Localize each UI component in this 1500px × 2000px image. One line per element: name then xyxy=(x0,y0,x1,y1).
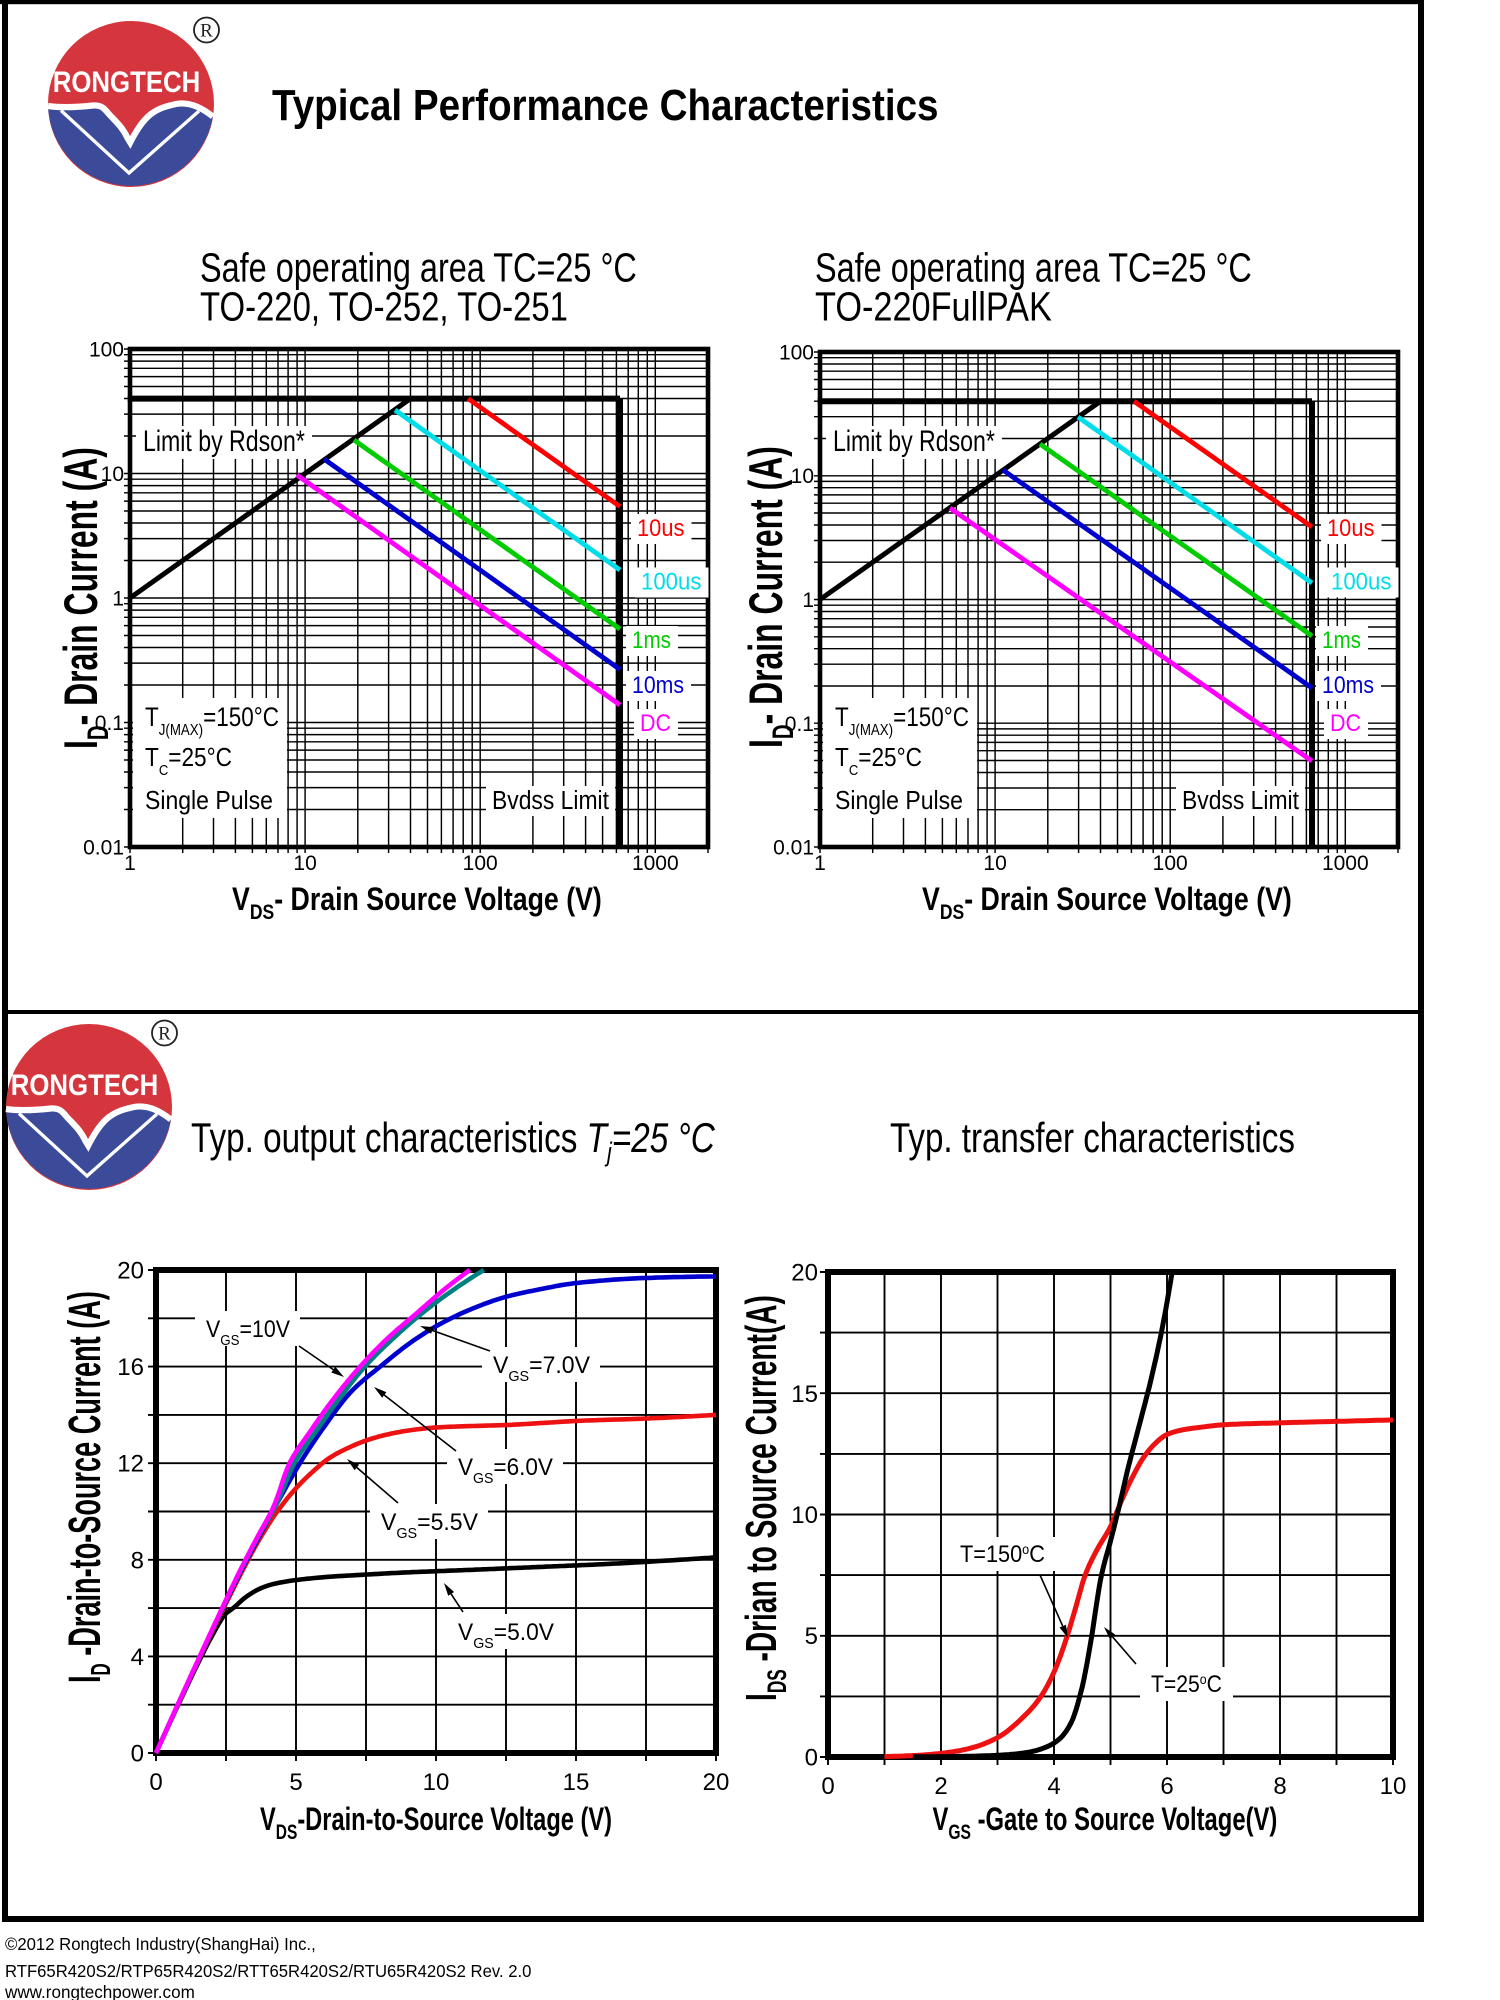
svg-text:100: 100 xyxy=(779,342,814,365)
svg-text:10: 10 xyxy=(791,1502,818,1529)
svg-text:1: 1 xyxy=(112,588,124,611)
svg-text:4: 4 xyxy=(1047,1773,1060,1800)
svg-text:Limit by Rdson*: Limit by Rdson* xyxy=(143,424,305,458)
svg-text:0: 0 xyxy=(805,1745,818,1772)
svg-text:Limit by Rdson*: Limit by Rdson* xyxy=(833,424,995,458)
svg-text:TO-220, TO-252, TO-251: TO-220, TO-252, TO-251 xyxy=(200,283,568,329)
svg-text:T=150oC: T=150oC xyxy=(960,1540,1045,1567)
svg-text:0.1: 0.1 xyxy=(785,713,814,736)
svg-text:Bvdss Limit: Bvdss Limit xyxy=(492,787,609,816)
svg-text:20: 20 xyxy=(117,1258,144,1285)
svg-text:Single Pulse: Single Pulse xyxy=(835,787,963,816)
svg-text:IDS -Drian to Source Current(A: IDS -Drian to Source Current(A) xyxy=(737,1295,792,1701)
svg-text:10: 10 xyxy=(423,1769,450,1796)
svg-text:20: 20 xyxy=(791,1260,818,1287)
svg-text:VGS=6.0V: VGS=6.0V xyxy=(458,1453,553,1487)
svg-text:16: 16 xyxy=(117,1354,144,1381)
svg-text:TJ(MAX)=150°C: TJ(MAX)=150°C xyxy=(835,703,969,739)
svg-text:10ms: 10ms xyxy=(632,671,684,699)
svg-text:100: 100 xyxy=(463,852,498,875)
svg-text:10: 10 xyxy=(293,852,316,875)
svg-text:0: 0 xyxy=(131,1741,144,1768)
svg-text:DC: DC xyxy=(640,709,671,736)
svg-text:T=25oC: T=25oC xyxy=(1151,1671,1222,1698)
svg-text:ID- Drain Current (A): ID- Drain Current (A) xyxy=(55,447,115,749)
svg-text:10: 10 xyxy=(1380,1773,1407,1800)
svg-text:1ms: 1ms xyxy=(1322,627,1361,654)
svg-text:8: 8 xyxy=(1273,1773,1286,1800)
svg-text:1: 1 xyxy=(124,852,136,875)
svg-text:15: 15 xyxy=(563,1769,590,1796)
svg-text:Typ. transfer characteristics: Typ. transfer characteristics xyxy=(890,1115,1295,1162)
svg-text:10us: 10us xyxy=(637,514,684,541)
svg-text:100us: 100us xyxy=(641,568,701,595)
svg-text:10: 10 xyxy=(791,465,814,488)
svg-text:0.01: 0.01 xyxy=(83,837,124,860)
svg-text:100: 100 xyxy=(89,339,124,362)
svg-text:Single Pulse: Single Pulse xyxy=(145,787,273,816)
svg-text:Safe operating area TC=25 °C: Safe operating area TC=25 °C xyxy=(815,245,1252,290)
svg-text:VGS=7.0V: VGS=7.0V xyxy=(493,1352,590,1386)
svg-text:©2012 Rongtech Industry(ShangH: ©2012 Rongtech Industry(ShangHai) Inc., xyxy=(5,1935,316,1954)
svg-text:5: 5 xyxy=(805,1623,818,1650)
svg-text:Safe operating area TC=25 °C: Safe operating area TC=25 °C xyxy=(200,245,637,290)
svg-text:1: 1 xyxy=(802,589,814,612)
svg-text:0.1: 0.1 xyxy=(95,712,124,735)
svg-text:VGS=5.0V: VGS=5.0V xyxy=(458,1618,554,1652)
svg-text:10ms: 10ms xyxy=(1322,671,1374,699)
svg-text:ID -Drain-to-Source Current (A: ID -Drain-to-Source Current (A) xyxy=(59,1291,116,1683)
svg-text:1ms: 1ms xyxy=(632,627,671,654)
svg-text:ID- Drain Current (A): ID- Drain Current (A) xyxy=(740,446,800,748)
svg-text:5: 5 xyxy=(289,1769,302,1796)
svg-text:TJ(MAX)=150°C: TJ(MAX)=150°C xyxy=(145,703,279,739)
svg-text:8: 8 xyxy=(131,1547,144,1574)
svg-text:VGS=5.5V: VGS=5.5V xyxy=(381,1509,478,1543)
svg-text:6: 6 xyxy=(1160,1773,1173,1800)
svg-text:0: 0 xyxy=(821,1773,834,1800)
svg-text:10: 10 xyxy=(101,463,124,486)
svg-text:RTF65R420S2/RTP65R420S2/RTT65R: RTF65R420S2/RTP65R420S2/RTT65R420S2/RTU6… xyxy=(5,1962,531,1981)
svg-text:12: 12 xyxy=(117,1451,144,1478)
svg-text:TO-220FullPAK: TO-220FullPAK xyxy=(815,285,1052,331)
svg-text:15: 15 xyxy=(791,1381,818,1408)
svg-text:100: 100 xyxy=(1153,852,1188,875)
svg-text:Typical Performance Characteri: Typical Performance Characteristics xyxy=(272,81,939,130)
svg-text:10: 10 xyxy=(983,852,1006,875)
svg-text:DC: DC xyxy=(1330,709,1361,736)
svg-text:4: 4 xyxy=(131,1644,144,1671)
svg-text:1000: 1000 xyxy=(1322,852,1369,875)
svg-text:VDS- Drain Source Voltage (V): VDS- Drain Source Voltage (V) xyxy=(922,882,1292,925)
svg-text:0: 0 xyxy=(149,1769,162,1796)
svg-text:TC=25°C: TC=25°C xyxy=(145,744,232,779)
svg-text:Typ. output characteristics Tj: Typ. output characteristics Tj=25 °C xyxy=(191,1115,715,1167)
svg-text:TC=25°C: TC=25°C xyxy=(835,744,922,779)
svg-text:20: 20 xyxy=(703,1769,730,1796)
svg-text:VDS-Drain-to-Source Voltage (V: VDS-Drain-to-Source Voltage (V) xyxy=(260,1802,612,1844)
svg-text:0.01: 0.01 xyxy=(773,837,814,860)
svg-text:100us: 100us xyxy=(1331,568,1391,595)
svg-text:1: 1 xyxy=(814,852,826,875)
svg-text:VDS- Drain Source Voltage (V): VDS- Drain Source Voltage (V) xyxy=(232,882,602,925)
svg-text:2: 2 xyxy=(934,1773,947,1800)
svg-text:VGS=10V: VGS=10V xyxy=(206,1315,291,1349)
svg-text:Bvdss Limit: Bvdss Limit xyxy=(1182,787,1299,816)
svg-text:www.rongtechpower.com: www.rongtechpower.com xyxy=(4,1982,195,2000)
svg-text:VGS -Gate to Source Voltage(V): VGS -Gate to Source Voltage(V) xyxy=(932,1801,1277,1844)
svg-text:1000: 1000 xyxy=(632,852,679,875)
svg-text:10us: 10us xyxy=(1327,514,1374,541)
